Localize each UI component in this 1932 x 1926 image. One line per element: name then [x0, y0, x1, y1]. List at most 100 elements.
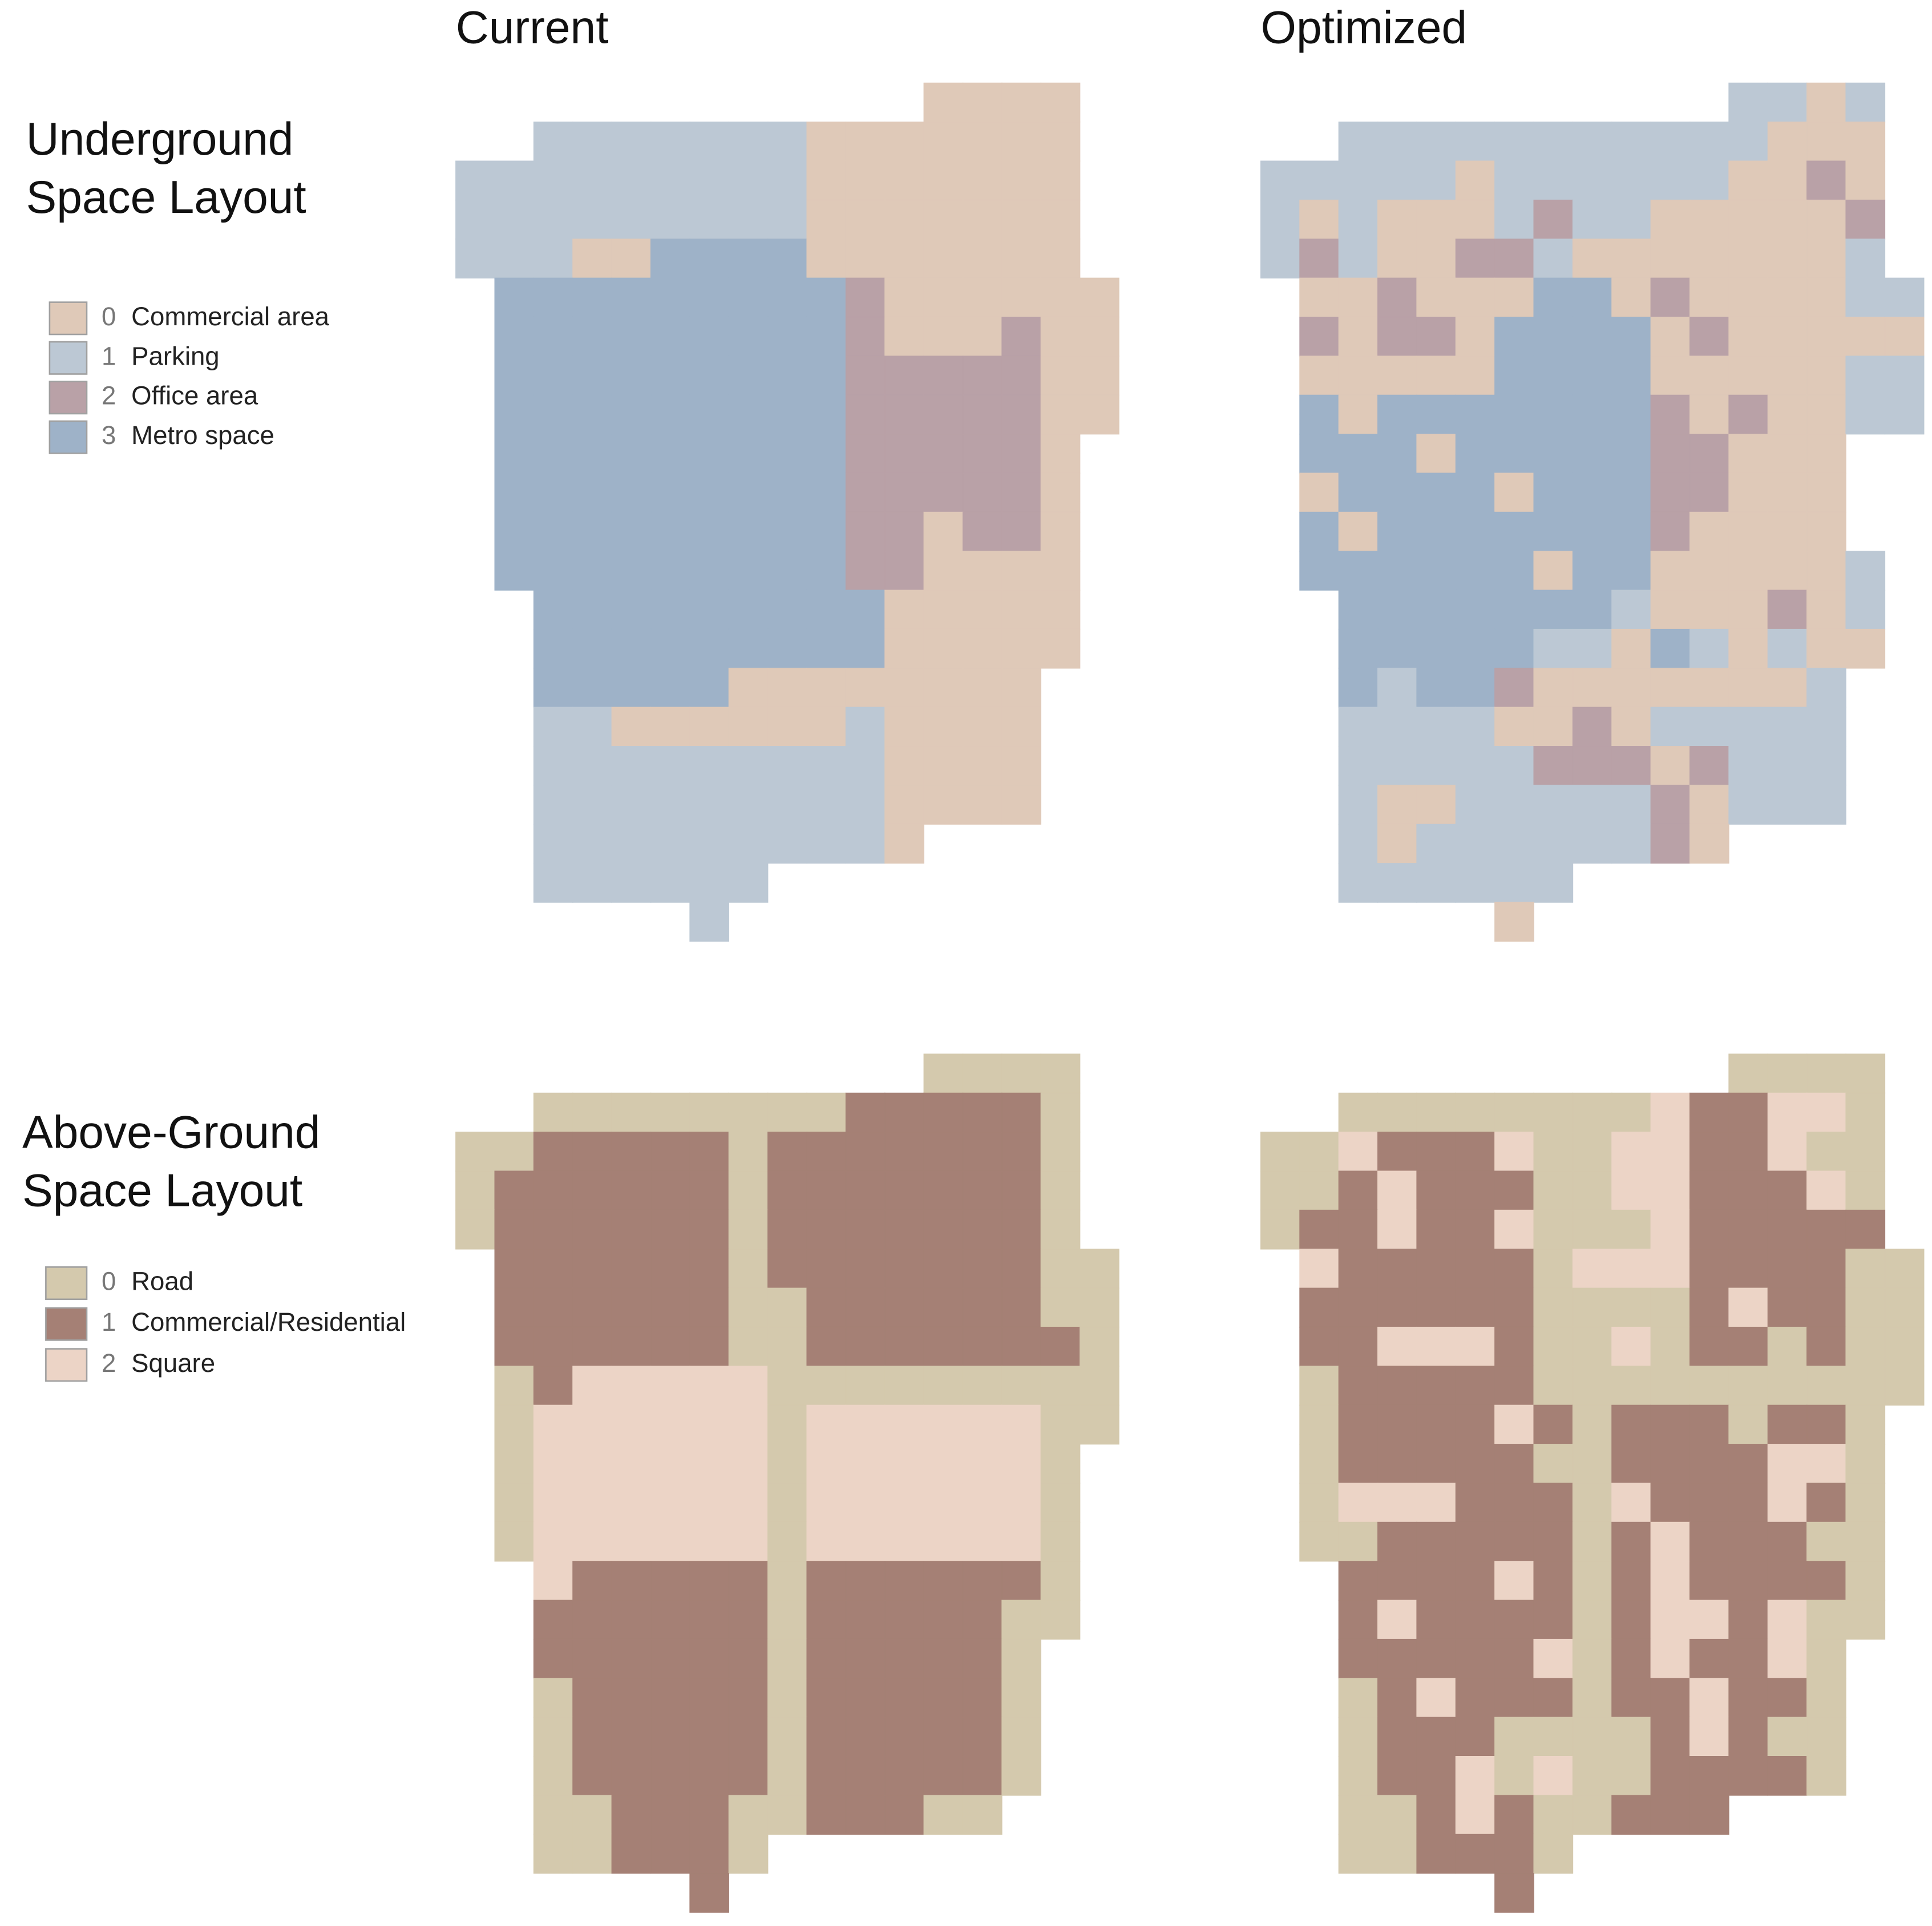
cell: [923, 1678, 964, 1718]
cell: [1338, 668, 1379, 708]
cell: [533, 1366, 573, 1406]
cell: [1650, 1444, 1691, 1484]
cell: [611, 1170, 652, 1211]
cell: [1377, 1326, 1417, 1367]
cell: [806, 356, 847, 396]
cell: [533, 394, 573, 435]
cell: [1455, 1132, 1496, 1172]
cell: [923, 1756, 964, 1796]
cell: [1377, 1170, 1417, 1211]
cell: [1650, 551, 1691, 591]
layout-map: [455, 82, 1119, 942]
cell: [1884, 394, 1925, 435]
cell: [962, 356, 1003, 396]
cell: [806, 1483, 847, 1523]
cell: [923, 356, 964, 396]
cell: [1338, 473, 1379, 513]
cell: [1845, 1561, 1886, 1601]
cell: [689, 1132, 730, 1172]
cell: [1377, 746, 1417, 786]
cell: [572, 823, 612, 864]
cell: [884, 1678, 924, 1718]
cell: [962, 160, 1003, 201]
cell: [689, 706, 730, 747]
cell: [1001, 160, 1041, 201]
cell: [533, 1444, 573, 1484]
cell: [572, 1561, 612, 1601]
cell: [1533, 1561, 1574, 1601]
cell: [572, 1326, 612, 1367]
cell: [1494, 1678, 1534, 1718]
cell: [1572, 1170, 1612, 1211]
cell: [923, 1053, 964, 1094]
cell: [1494, 434, 1534, 474]
cell: [1767, 1170, 1808, 1211]
cell: [845, 1287, 886, 1328]
cell: [806, 160, 847, 201]
cell: [1416, 1795, 1457, 1835]
cell: [1533, 785, 1574, 825]
cell: [728, 160, 769, 201]
cell: [1494, 1132, 1534, 1172]
cell: [572, 1521, 612, 1562]
cell: [806, 1678, 847, 1718]
cell: [1455, 511, 1496, 552]
cell: [1080, 277, 1119, 318]
cell: [728, 746, 769, 786]
cell: [1377, 1756, 1417, 1796]
cell: [1728, 1678, 1768, 1718]
cell: [884, 1170, 924, 1211]
cell: [1260, 160, 1300, 201]
cell: [1416, 1600, 1457, 1640]
cell: [1455, 473, 1496, 513]
cell: [923, 511, 964, 552]
cell: [1611, 1132, 1651, 1172]
cell: [1806, 628, 1846, 669]
cell: [1494, 746, 1534, 786]
cell: [767, 239, 807, 278]
cell: [1040, 122, 1081, 161]
cell: [1650, 589, 1691, 630]
cell: [494, 199, 535, 240]
cell: [1299, 1287, 1339, 1328]
cell: [1650, 1717, 1691, 1757]
cell: [728, 394, 769, 435]
cell: [923, 316, 964, 357]
cell: [845, 1404, 886, 1445]
cell: [923, 1483, 964, 1523]
cell: [1767, 1600, 1808, 1640]
cell: [1377, 1600, 1417, 1640]
cell: [689, 628, 730, 669]
cell: [767, 706, 807, 747]
cell: [1806, 1092, 1846, 1133]
cell: [1845, 1600, 1886, 1640]
cell: [1338, 160, 1379, 201]
cell: [611, 785, 652, 825]
cell: [1338, 394, 1379, 435]
cell: [1650, 823, 1691, 864]
cell: [1611, 239, 1651, 278]
cell: [845, 1132, 886, 1172]
cell: [1416, 1404, 1457, 1445]
cell: [533, 863, 573, 903]
cell: [767, 1756, 807, 1796]
cell: [1533, 1404, 1574, 1445]
cell: [1806, 122, 1846, 161]
cell: [1845, 160, 1886, 201]
cell: [1416, 1287, 1457, 1328]
cell: [1377, 668, 1417, 708]
cell: [1572, 356, 1612, 396]
cell: [962, 551, 1003, 591]
cell: [884, 1638, 924, 1679]
cell: [455, 1170, 495, 1211]
cell: [611, 473, 652, 513]
cell: [1533, 1638, 1574, 1679]
cell: [728, 1209, 769, 1250]
layout-map: [455, 1053, 1119, 1913]
cell: [1650, 1170, 1691, 1211]
cell: [1533, 1483, 1574, 1523]
cell: [728, 316, 769, 357]
cell: [1689, 1170, 1729, 1211]
cell: [1767, 160, 1808, 201]
cell: [1377, 199, 1417, 240]
